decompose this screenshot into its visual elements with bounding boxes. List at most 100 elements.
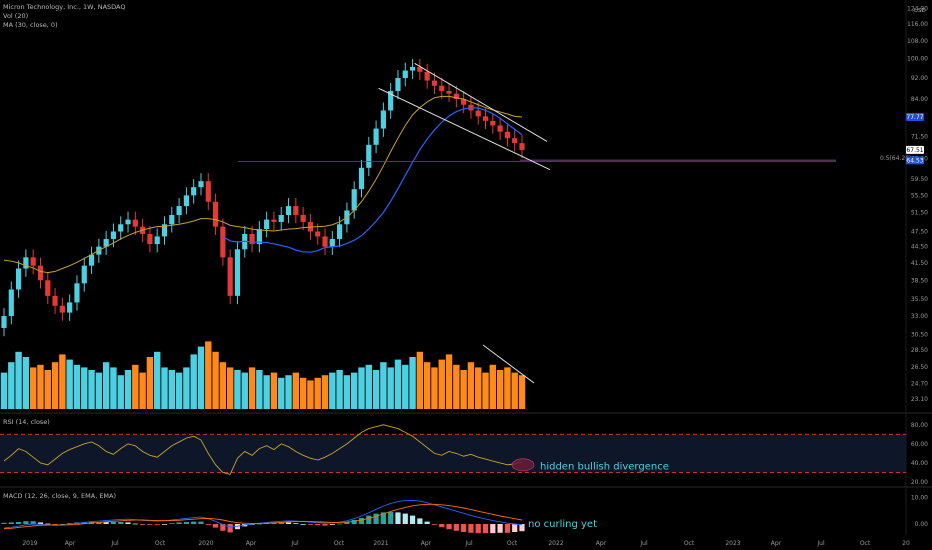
support-ma-line: [222, 107, 523, 253]
candle-body: [409, 66, 416, 71]
volume-bar: [343, 375, 351, 409]
price-tick-label: 71.50: [911, 134, 928, 141]
x-tick-label: Jul: [464, 540, 473, 547]
macd-histogram-bar: [147, 524, 153, 525]
candle-body: [497, 125, 503, 132]
price-tick-label: 26.50: [911, 364, 928, 371]
macd-histogram-bar: [504, 524, 511, 533]
volume-bar: [321, 375, 329, 409]
rsi-tick-label: 40.00: [911, 460, 928, 467]
macd-histogram-bar: [424, 521, 430, 524]
candle-body: [132, 219, 138, 227]
vol-label: Vol (20): [3, 12, 29, 20]
macd-histogram-bar: [81, 522, 87, 524]
candle-body: [271, 219, 277, 222]
rsi-title: RSI (14, close): [3, 418, 50, 426]
macd-histogram-bar: [1, 522, 7, 524]
volume-bar: [350, 372, 358, 409]
macd-histogram-bar: [475, 524, 481, 534]
macd-histogram-bar: [373, 513, 379, 524]
volume-bar: [431, 367, 438, 409]
macd-histogram-bar: [300, 524, 306, 525]
candle-body: [285, 206, 292, 216]
volume-bar: [438, 359, 445, 409]
rsi-highlight-ellipse: [511, 458, 535, 472]
volume-bar: [226, 367, 234, 409]
x-tick-label: Oct: [507, 540, 518, 547]
macd-histogram-bar: [125, 522, 131, 524]
volume-bar: [241, 372, 248, 409]
symbol-title: Micron Technology, Inc., 1W, NASDAQ: [3, 3, 126, 11]
price-tick-label: 28.50: [911, 347, 928, 354]
candle-body: [59, 305, 65, 313]
candle-body: [37, 265, 44, 281]
candle-body: [81, 265, 87, 284]
macd-signal-line: [3, 503, 523, 530]
candle-body: [183, 195, 189, 207]
macd-histogram-bar: [161, 524, 168, 525]
candle-body: [358, 167, 365, 190]
volume-bar: [95, 372, 103, 409]
volume-bar: [81, 367, 88, 409]
price-tick-label: 100.00: [907, 56, 928, 63]
candle-body: [249, 233, 255, 245]
candle-body: [256, 229, 262, 245]
wedge-upper-line: [414, 62, 548, 142]
candle-body: [220, 226, 226, 258]
volume-bar: [212, 351, 219, 409]
candle-body: [161, 224, 168, 237]
candle-body: [380, 110, 386, 129]
volume-bar: [372, 370, 380, 409]
candle-body: [504, 131, 511, 139]
macd-histogram-bar: [176, 522, 182, 524]
macd-histogram-bar: [52, 524, 58, 525]
candle-body: [519, 143, 525, 150]
volume-bar: [22, 357, 30, 409]
macd-histogram-bar: [512, 524, 518, 532]
macd-histogram-bar: [30, 521, 36, 524]
legend: Micron Technology, Inc., 1W, NASDAQ Vol …: [3, 3, 126, 30]
x-tick-label: Oct: [155, 540, 166, 547]
candle-body: [1, 316, 7, 328]
x-tick-label: Oct: [860, 540, 871, 547]
price-tag-bg: [906, 156, 924, 165]
candle-body: [191, 187, 197, 196]
candle-body: [227, 257, 233, 296]
volume-bar: [467, 362, 475, 409]
volume-bar: [29, 367, 37, 409]
volume-bar: [256, 370, 263, 409]
macd-histogram-bar: [431, 524, 438, 525]
macd-histogram-bar: [45, 523, 51, 525]
x-tick-label: 2023: [725, 540, 740, 547]
macd-histogram-bar: [278, 522, 284, 524]
volume-bar: [314, 377, 321, 409]
volume-bar: [102, 362, 110, 409]
rsi-line: [3, 424, 523, 475]
candle-body: [125, 219, 131, 225]
currency-label: USD: [914, 8, 926, 14]
candle-body: [176, 206, 182, 216]
macd-histogram-bar: [132, 523, 138, 525]
volume-bar: [402, 364, 409, 409]
candle-body: [482, 116, 489, 121]
macd-histogram-bar: [395, 512, 401, 524]
candle-body: [198, 181, 204, 188]
volume-bar: [248, 367, 256, 409]
candle-body: [15, 268, 22, 290]
volume-bar: [416, 351, 424, 409]
volume-bar: [110, 367, 117, 409]
macd-histogram-bar: [110, 522, 117, 524]
rsi-tick-label: 20.00: [911, 479, 928, 486]
candle-body: [512, 138, 518, 144]
price-tick-label: 59.50: [911, 176, 928, 183]
volume-bar: [270, 372, 278, 409]
volume-bar: [146, 357, 154, 409]
candle-body: [45, 280, 51, 296]
candle-body: [395, 78, 401, 91]
volume-bar: [219, 362, 227, 409]
price-tick-label: 51.50: [911, 210, 928, 217]
volume-bar: [37, 364, 44, 409]
candle-body: [278, 215, 284, 222]
candle-body: [490, 120, 496, 126]
